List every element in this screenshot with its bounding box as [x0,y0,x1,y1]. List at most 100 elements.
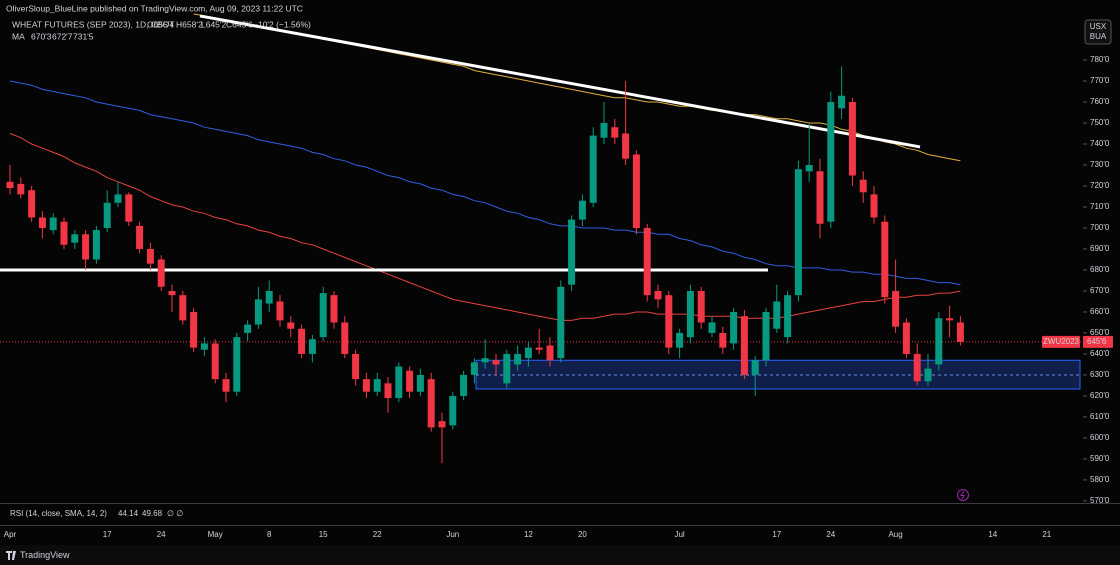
x-tick-label: 14 [988,530,997,539]
x-tick-label: Jun [446,530,459,539]
candle-body [71,234,79,243]
candle-body [190,311,198,348]
x-tick-label: Aug [888,530,902,539]
price-pane [0,13,1083,464]
candle-body [427,379,435,428]
candle-body [870,194,878,218]
ohlc: O655'4 [147,19,174,29]
candle-body [395,366,403,399]
candle-body [6,181,14,189]
candle-body [935,318,943,365]
x-tick-label: 22 [373,530,382,539]
candle-body [319,293,327,338]
candle-body [892,290,900,327]
y-tick-label: 710'0 [1090,202,1110,211]
y-tick-label: 690'0 [1090,244,1110,253]
candle-body [233,337,241,392]
candle-body [665,295,673,348]
y-tick-label: 760'0 [1090,97,1110,106]
candle-body [643,227,651,296]
candle-body [762,311,770,361]
y-tick-label: 700'0 [1090,223,1110,232]
candle-body [460,374,468,396]
rsi-extra: ∅ ∅ [167,509,183,518]
candle-body [416,374,424,392]
candle-body [524,347,532,359]
candle-body [589,135,597,203]
candle-body [28,190,36,218]
candle-body [740,316,748,375]
candle-body [179,295,187,321]
candle-body [946,318,954,321]
x-tick-label: Jul [674,530,684,539]
x-tick-label: 12 [524,530,533,539]
candle-body [244,324,252,333]
x-tick-label: 8 [267,530,272,539]
x-tick-label: 17 [103,530,112,539]
x-tick-label: 17 [772,530,781,539]
candle-body [578,200,586,220]
candle-body [373,379,381,392]
candle-body [146,248,154,264]
ohlc: C645'6 [226,19,253,29]
y-tick-label: 670'0 [1090,286,1110,295]
candle-body [481,358,489,363]
y-tick-label: 660'0 [1090,307,1110,316]
candle-body [384,383,392,399]
y-tick-label: 630'0 [1090,370,1110,379]
candle-body [859,179,867,193]
y-tick-label: 680'0 [1090,265,1110,274]
candle-body [298,328,306,354]
y-tick-label: 600'0 [1090,433,1110,442]
rsi-value: 44.14 [118,509,139,518]
ma-value: 670'3 [31,31,52,41]
candle-body [514,353,522,365]
candle-body [438,421,446,428]
y-tick-label: 720'0 [1090,181,1110,190]
candle-body [125,194,133,222]
candle-body [686,290,694,338]
candle-body [708,322,716,333]
candle-body [827,102,835,222]
logo [6,551,16,560]
y-tick-label: 730'0 [1090,160,1110,169]
candle-body [956,322,964,342]
candle-body [719,332,727,348]
ma-value: 731'5 [73,31,94,41]
x-tick-label: 15 [319,530,328,539]
candle-body [611,127,619,138]
y-tick-label: 590'0 [1090,454,1110,463]
candle-body [287,322,295,329]
candle-body [449,395,457,426]
candle-body [773,301,781,329]
y-tick-label: 640'0 [1090,349,1110,358]
candle-body [913,353,921,382]
candle-body [697,290,705,323]
candle-body [751,360,759,375]
x-tick-label: 21 [1042,530,1051,539]
candle-body [49,217,57,231]
candle-body [352,353,360,380]
event-icon[interactable] [957,489,969,501]
candle-body [557,286,565,359]
last-price-label: 645'6 [1087,337,1107,346]
y-tick-label: 750'0 [1090,118,1110,127]
candle-body [60,221,68,245]
x-tick-label: 20 [578,530,587,539]
price-tag-bg [1042,335,1080,348]
candle-body [17,183,25,195]
candle-body [114,194,122,203]
footer: TradingView [20,550,70,560]
moving-average [9,80,961,286]
candle-body [902,322,910,354]
candle-body [794,169,802,296]
candle-body [222,379,230,392]
candle-body [676,332,684,348]
currency-box[interactable] [1084,19,1112,45]
ohlc: H658'2 [176,19,203,29]
candle-body [211,343,219,380]
candle-body [308,339,316,354]
